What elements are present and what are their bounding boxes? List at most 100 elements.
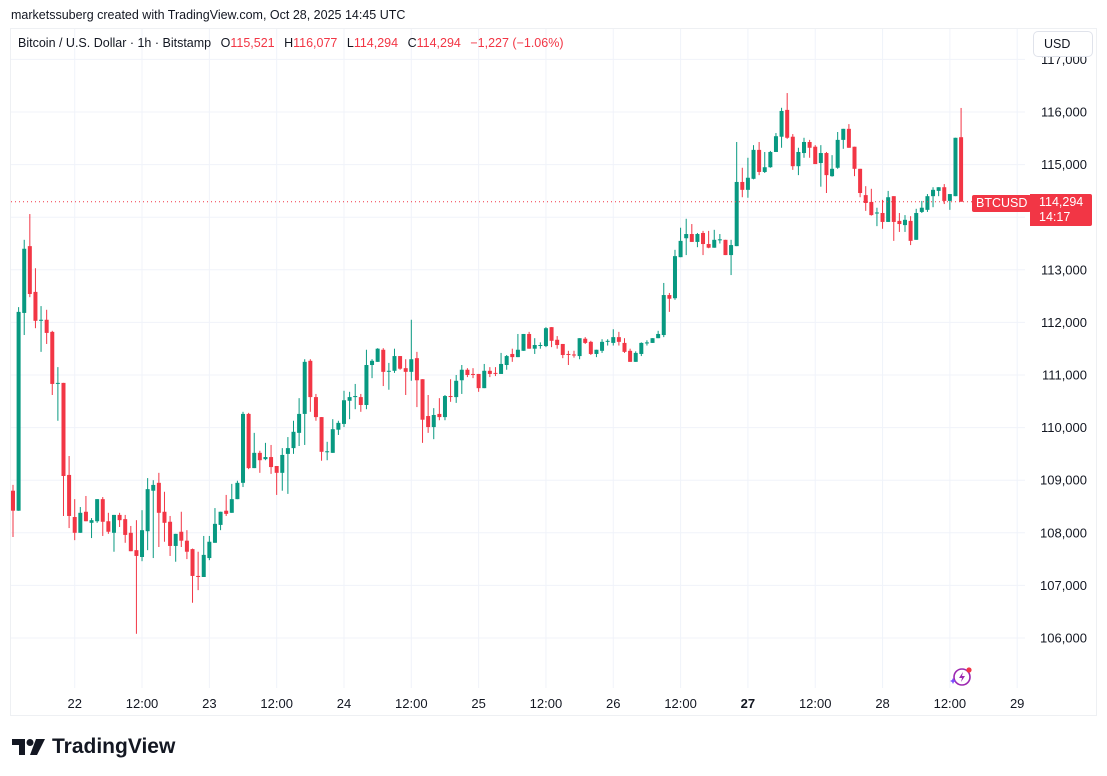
candle-body (818, 153, 823, 164)
candle (100, 497, 105, 536)
candle-body (313, 397, 318, 418)
candle-body (880, 212, 885, 222)
candle (370, 359, 375, 379)
candle (319, 417, 324, 461)
candle-body (437, 413, 442, 418)
candle-body (661, 295, 666, 336)
candle-body (594, 349, 599, 354)
candle-body (353, 396, 358, 398)
candle-body (100, 499, 105, 522)
candle (942, 184, 947, 205)
time-tick-label: 12:00 (664, 696, 697, 711)
candles (11, 93, 964, 634)
candle (44, 309, 49, 344)
candle-body (824, 153, 829, 176)
lightning-sparkle-icon[interactable] (948, 664, 974, 690)
candle-body (886, 197, 891, 222)
candle-body (740, 181, 745, 190)
candle-body (543, 328, 548, 347)
candle (11, 484, 15, 538)
candle-body (622, 342, 627, 352)
candle-body (16, 311, 21, 511)
time-tick-label: 27 (741, 696, 755, 711)
bar-countdown: 14:17 (1039, 210, 1071, 224)
candle (661, 282, 666, 338)
time-tick-label: 12:00 (799, 696, 832, 711)
candle (246, 412, 251, 470)
candle-body (106, 521, 111, 532)
grid-lines (11, 29, 1025, 688)
price-tick-label: 108,000 (1040, 525, 1087, 540)
candle (499, 352, 504, 374)
candle (723, 239, 728, 256)
last-price-value: 114,294 (1039, 195, 1084, 209)
candle-body (201, 554, 206, 577)
candle (577, 338, 582, 360)
candle-body (33, 291, 38, 321)
candle-body (179, 531, 184, 541)
candle-body (936, 187, 941, 191)
candle (140, 510, 145, 562)
candle-body (644, 342, 649, 344)
candle-body (931, 189, 936, 197)
candle-body (684, 234, 689, 239)
candle (162, 491, 167, 542)
currency-button[interactable]: USD (1033, 31, 1093, 57)
candle-body (207, 541, 212, 559)
candle-body (695, 234, 700, 242)
candle (644, 340, 649, 346)
candle (487, 367, 492, 378)
candle-body (672, 256, 677, 299)
candle-body (229, 499, 234, 513)
candle (914, 208, 919, 240)
candle-body (706, 244, 711, 248)
price-axis: 117,000116,000115,000113,000112,000111,0… (1040, 52, 1087, 646)
candle-body (656, 333, 661, 339)
candle (50, 330, 55, 395)
symbol-description: Bitcoin / U.S. Dollar · 1h · Bitstamp (18, 36, 212, 50)
candle (504, 355, 509, 370)
candle-body (796, 151, 801, 167)
candle-body (560, 343, 565, 356)
candle-body (257, 452, 262, 461)
candle-body (476, 373, 481, 389)
candle (16, 307, 21, 511)
candle (745, 157, 750, 198)
candle (269, 444, 274, 474)
candle (583, 337, 588, 344)
candle (201, 535, 206, 577)
price-tick-label: 112,000 (1041, 315, 1087, 330)
candle-body (78, 512, 83, 533)
candle (168, 515, 173, 556)
candle-body (145, 489, 150, 532)
candle (813, 145, 818, 165)
candle (83, 495, 88, 522)
tradingview-logo[interactable]: TradingView (12, 735, 175, 759)
candle (151, 480, 156, 559)
candle (381, 348, 386, 387)
candle (313, 393, 318, 421)
candle (566, 350, 571, 366)
candle (931, 187, 936, 208)
candle (459, 365, 464, 394)
close-value: 114,294 (416, 36, 461, 50)
candle (145, 478, 150, 551)
candle (22, 239, 27, 336)
candle-body (89, 520, 94, 523)
open-label: O (220, 36, 231, 50)
price-tick-label: 106,000 (1040, 631, 1087, 646)
candle-body (532, 345, 537, 349)
candle (706, 230, 711, 249)
candle-body (925, 196, 930, 210)
time-tick-label: 26 (606, 696, 620, 711)
candle (678, 227, 683, 258)
candle (285, 437, 290, 494)
candle-body (381, 349, 386, 372)
candle-body (807, 141, 812, 148)
candle-body (375, 348, 380, 362)
candle (757, 141, 762, 176)
candle (796, 147, 801, 176)
candle-body (504, 356, 509, 366)
candle (274, 465, 279, 495)
